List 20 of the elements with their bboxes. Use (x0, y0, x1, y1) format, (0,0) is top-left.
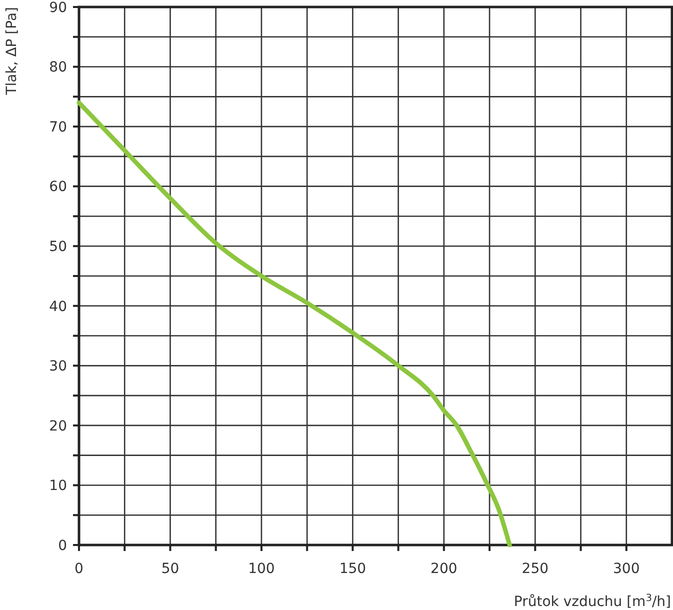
x-tick-label: 250 (522, 561, 549, 577)
y-tick-label: 80 (49, 60, 67, 76)
y-tick-label: 0 (58, 538, 67, 554)
y-tick-label: 40 (49, 298, 67, 315)
y-tick-label: 10 (49, 478, 67, 494)
y-tick-label: 30 (49, 358, 67, 375)
x-tick-label: 150 (339, 561, 366, 577)
x-tick-label: 300 (613, 561, 640, 577)
x-tick-label: 0 (74, 561, 84, 577)
y-tick-label: 70 (49, 119, 67, 136)
y-axis-title: Tlak, ΔP [Pa] (4, 7, 20, 96)
y-tick-label: 90 (49, 0, 67, 16)
x-tick-label: 100 (248, 561, 275, 577)
y-tick-label: 60 (49, 179, 67, 196)
y-tick-label: 50 (49, 239, 67, 256)
x-tick-label: 200 (430, 561, 458, 577)
y-tick-label: 20 (49, 418, 67, 434)
line-series (76, 100, 512, 548)
x-axis-title: Průtok vzduchu [m$^{3}$/h] (514, 592, 671, 610)
x-tick-label: 50 (161, 561, 180, 577)
